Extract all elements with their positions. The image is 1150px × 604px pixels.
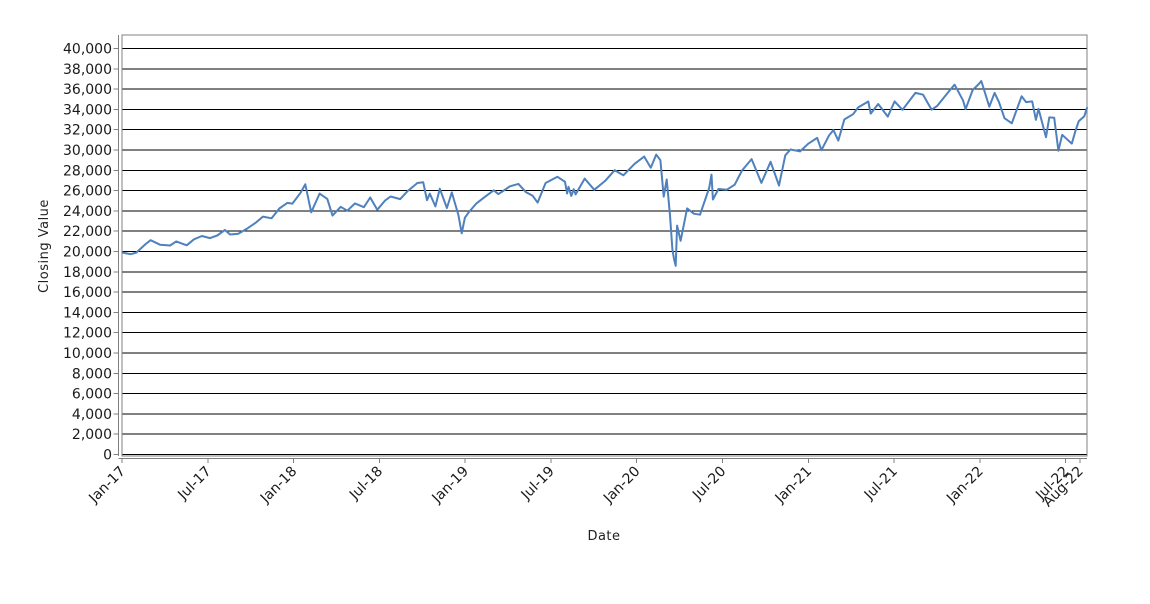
y-tick-label: 8,000 bbox=[72, 366, 112, 382]
x-tick-label: Jul-21 bbox=[861, 464, 901, 504]
x-tick-label: Jan-21 bbox=[772, 464, 815, 507]
x-tick-label: Jul-18 bbox=[346, 464, 386, 504]
y-axis-title: Closing Value bbox=[37, 199, 52, 293]
y-tick-label: 2,000 bbox=[72, 427, 112, 443]
y-tick-label: 30,000 bbox=[63, 143, 112, 159]
plot-border bbox=[121, 34, 1088, 457]
x-tick-label: Jul-19 bbox=[518, 464, 558, 504]
x-tick-label: Jan-18 bbox=[257, 464, 300, 507]
y-tick-label: 18,000 bbox=[63, 265, 112, 281]
y-tick-label: 22,000 bbox=[63, 224, 112, 240]
y-tick-label: 24,000 bbox=[63, 204, 112, 220]
x-tick-label: Jan-17 bbox=[85, 464, 128, 507]
closing-value-series-line bbox=[121, 80, 1088, 267]
y-tick-label: 12,000 bbox=[63, 326, 112, 342]
y-tick-label: 32,000 bbox=[63, 123, 112, 139]
y-tick-label: 0 bbox=[103, 448, 112, 464]
series-layer bbox=[121, 80, 1088, 267]
x-tick-label: Jan-19 bbox=[429, 464, 472, 507]
x-tick-label: Jul-20 bbox=[689, 464, 729, 504]
y-tick-label: 20,000 bbox=[63, 245, 112, 261]
y-tick-label: 16,000 bbox=[63, 285, 112, 301]
x-tick-label: Jan-22 bbox=[943, 464, 986, 507]
y-tick-label: 40,000 bbox=[63, 42, 112, 58]
y-tick-label: 26,000 bbox=[63, 184, 112, 200]
y-tick-label: 34,000 bbox=[63, 102, 112, 118]
y-tick-label: 36,000 bbox=[63, 82, 112, 98]
y-tick-label: 6,000 bbox=[72, 387, 112, 403]
x-tick-label: Jan-20 bbox=[600, 464, 643, 507]
y-tick-label: 10,000 bbox=[63, 346, 112, 362]
x-axis-title: Date bbox=[587, 529, 620, 544]
y-tick-label: 14,000 bbox=[63, 305, 112, 321]
y-tick-label: 28,000 bbox=[63, 163, 112, 179]
y-tick-label: 4,000 bbox=[72, 407, 112, 423]
gridlines-layer bbox=[122, 48, 1087, 455]
axes-layer bbox=[113, 34, 1088, 463]
y-tick-label: 38,000 bbox=[63, 62, 112, 78]
x-tick-label: Jul-17 bbox=[174, 464, 214, 504]
tick-labels-layer: 0 2,000 4,000 6,000 8,000 10,000 12,000 14,000 1… bbox=[63, 42, 1087, 511]
